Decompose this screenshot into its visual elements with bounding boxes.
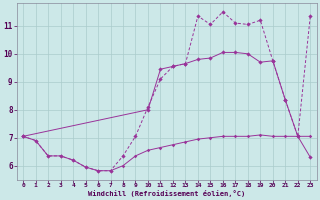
- X-axis label: Windchill (Refroidissement éolien,°C): Windchill (Refroidissement éolien,°C): [88, 190, 245, 197]
